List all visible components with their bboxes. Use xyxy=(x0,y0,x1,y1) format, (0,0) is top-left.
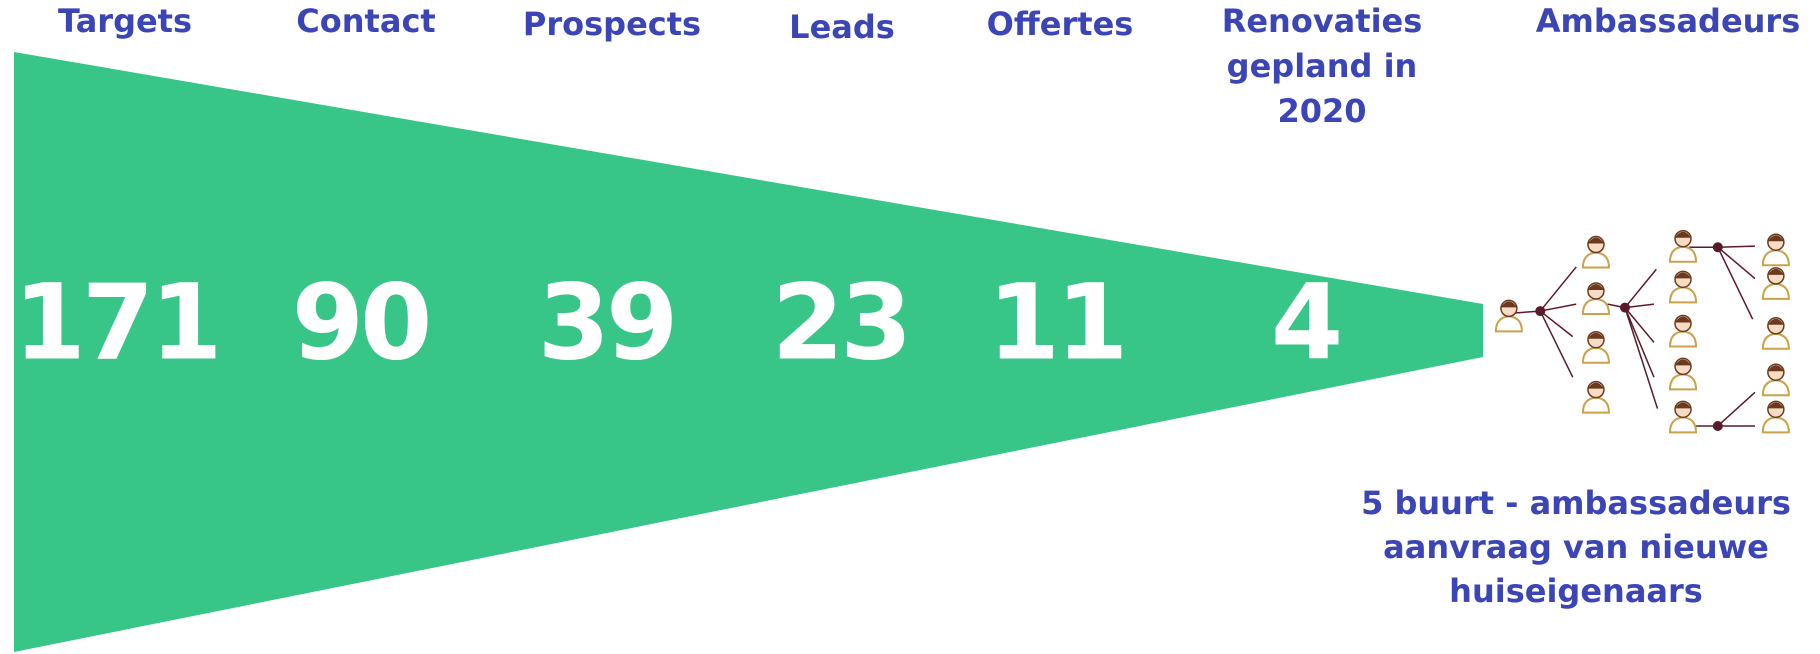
stage-label: 2020 xyxy=(1277,92,1366,130)
stage-label: Leads xyxy=(789,8,895,46)
network-hub xyxy=(1713,242,1723,252)
network-hub xyxy=(1535,306,1545,316)
network-edge xyxy=(1718,246,1755,247)
network-note: aanvraag van nieuwe xyxy=(1383,528,1769,566)
person-body xyxy=(1583,398,1609,413)
network-note: 5 buurt - ambassadeurs xyxy=(1361,484,1791,522)
network-hub xyxy=(1620,303,1630,313)
person-body xyxy=(1670,287,1696,302)
network-edge xyxy=(1540,311,1572,377)
network-edge xyxy=(1718,247,1753,319)
person-body xyxy=(1583,348,1609,363)
network-note: huiseigenaars xyxy=(1449,572,1703,610)
person-body xyxy=(1763,334,1789,349)
stage-label: Renovaties xyxy=(1222,2,1423,40)
person-body xyxy=(1583,299,1609,314)
stage-label: Ambassadeurs xyxy=(1536,2,1801,40)
stage-value: 11 xyxy=(988,261,1125,383)
network-edge xyxy=(1625,308,1654,343)
person-body xyxy=(1763,250,1789,265)
person-body xyxy=(1763,380,1789,395)
person-body xyxy=(1670,331,1696,346)
network-hub xyxy=(1713,421,1723,431)
funnel-diagram: Targets 171 Contact 90 Prospects 39 Leads 23 Off… xyxy=(0,0,1820,654)
network-edge xyxy=(1625,308,1657,409)
stage-label: Targets xyxy=(58,2,192,40)
stage-label: Offertes xyxy=(987,5,1134,43)
stage-label: Prospects xyxy=(523,5,701,43)
network-edge xyxy=(1718,392,1755,426)
network-edge xyxy=(1718,247,1755,278)
stage-value: 39 xyxy=(538,261,675,383)
person-body xyxy=(1670,374,1696,389)
person-body xyxy=(1583,253,1609,268)
funnel xyxy=(14,52,1483,652)
network-edge xyxy=(1540,311,1572,337)
stage-label: gepland in xyxy=(1227,47,1418,85)
person-body xyxy=(1670,417,1696,432)
stage-value: 4 xyxy=(1271,261,1339,383)
ambassador-network xyxy=(1496,231,1789,433)
stage-value: 90 xyxy=(292,261,429,383)
stage-value: 171 xyxy=(13,261,218,383)
network-edge xyxy=(1625,308,1654,378)
person-body xyxy=(1763,284,1789,299)
person-body xyxy=(1670,247,1696,262)
network-edge xyxy=(1625,269,1656,307)
person-body xyxy=(1496,316,1522,331)
person-body xyxy=(1763,417,1789,432)
stage-label: Contact xyxy=(296,2,435,40)
stage-value: 23 xyxy=(772,261,909,383)
